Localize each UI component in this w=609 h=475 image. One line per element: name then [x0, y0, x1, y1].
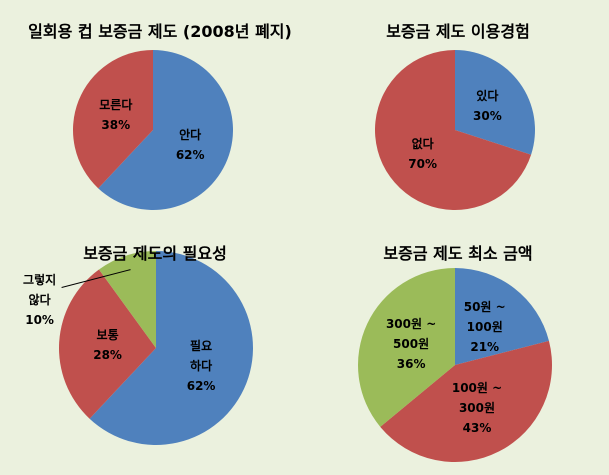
value-label: 38%: [101, 118, 131, 133]
slice-label: 있다 30%: [473, 86, 502, 126]
pie-slice: [375, 50, 532, 210]
value-label: 62%: [186, 378, 216, 393]
slice-label: 300원 ~ 500원 36%: [386, 314, 436, 374]
category-label: 그렇지 않다: [23, 272, 57, 307]
slice-label: 그렇지 않다 10%: [23, 270, 56, 330]
leader-line: [61, 269, 131, 288]
value-label: 70%: [408, 156, 437, 171]
pie-slice: [380, 340, 552, 462]
pie-slice: [455, 268, 549, 365]
category-label: 보통: [96, 327, 119, 342]
chart-title: 보증금 제도 이용경험: [386, 22, 530, 41]
slice-label: 필요 하다 62%: [187, 336, 216, 396]
chart-title: 보증금 제도 최소 금액: [383, 244, 533, 263]
value-label: 36%: [396, 357, 426, 372]
category-label: 300원 ~ 500원: [385, 317, 437, 352]
slice-label: 없다 70%: [408, 134, 437, 174]
category-label: 있다: [476, 89, 499, 104]
slice-label: 모른다 38%: [99, 95, 132, 135]
category-label: 50원 ~ 100원: [463, 299, 506, 334]
value-label: 28%: [93, 347, 122, 362]
value-label: 62%: [175, 147, 205, 162]
category-label: 100원 ~ 300원: [451, 381, 503, 416]
slice-label: 보통 28%: [93, 325, 122, 365]
category-label: 없다: [411, 136, 434, 151]
category-label: 모른다: [99, 98, 133, 113]
pie-slice: [358, 268, 455, 427]
slice-label: 50원 ~ 100원 21%: [464, 297, 506, 357]
pie-slice: [89, 251, 253, 446]
value-label: 30%: [472, 109, 502, 124]
value-label: 43%: [462, 421, 492, 436]
pie-slice: [58, 269, 157, 419]
slice-label: 안다 62%: [176, 125, 205, 165]
chart-title: 보증금 제도의 필요성: [83, 244, 227, 263]
value-label: 10%: [25, 312, 54, 327]
category-label: 필요 하다: [190, 338, 213, 373]
pie-slice: [455, 49, 535, 155]
pie-slice: [98, 251, 156, 348]
value-label: 21%: [470, 339, 500, 354]
slice-label: 100원 ~ 300원 43%: [452, 378, 502, 438]
category-label: 안다: [179, 127, 202, 142]
pie-slice: [73, 50, 153, 189]
pie-slice: [98, 50, 233, 211]
chart-title: 일회용 컵 보증금 제도 (2008년 폐지): [28, 22, 292, 41]
